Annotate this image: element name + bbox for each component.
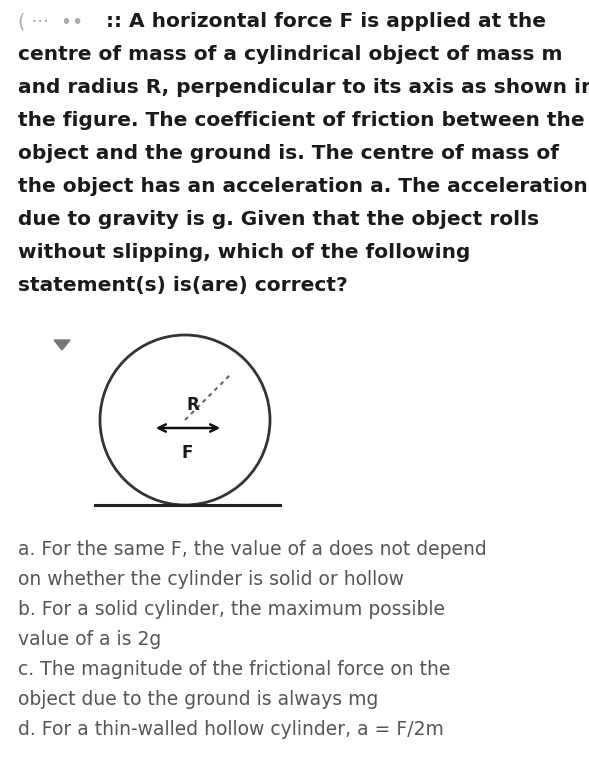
Text: without slipping, which of the following: without slipping, which of the following [18,243,471,262]
Text: c. The magnitude of the frictional force on the: c. The magnitude of the frictional force… [18,660,451,679]
Text: on whether the cylinder is solid or hollow: on whether the cylinder is solid or holl… [18,570,404,589]
Text: statement(s) is(are) correct?: statement(s) is(are) correct? [18,276,348,295]
Text: the object has an acceleration a. The acceleration: the object has an acceleration a. The ac… [18,177,588,196]
Text: :: A horizontal force F is applied at the: :: A horizontal force F is applied at th… [106,12,546,31]
Text: object due to the ground is always mg: object due to the ground is always mg [18,690,378,709]
Text: b. For a solid cylinder, the maximum possible: b. For a solid cylinder, the maximum pos… [18,600,445,619]
Text: value of a is 2g: value of a is 2g [18,630,161,649]
Polygon shape [54,340,70,350]
Text: and radius R, perpendicular to its axis as shown in: and radius R, perpendicular to its axis … [18,78,589,97]
Text: R: R [187,396,200,414]
Circle shape [100,335,270,505]
Text: the figure. The coefficient of friction between the: the figure. The coefficient of friction … [18,111,585,130]
Text: due to gravity is g. Given that the object rolls: due to gravity is g. Given that the obje… [18,210,539,229]
Text: a. For the same F, the value of a does not depend: a. For the same F, the value of a does n… [18,540,487,559]
Text: ( ···  ••: ( ··· •• [18,12,90,31]
Text: centre of mass of a cylindrical object of mass m: centre of mass of a cylindrical object o… [18,45,562,64]
Text: object and the ground is. The centre of mass of: object and the ground is. The centre of … [18,144,559,163]
Text: F: F [181,444,193,462]
Text: d. For a thin-walled hollow cylinder, a = F/2m: d. For a thin-walled hollow cylinder, a … [18,720,444,739]
